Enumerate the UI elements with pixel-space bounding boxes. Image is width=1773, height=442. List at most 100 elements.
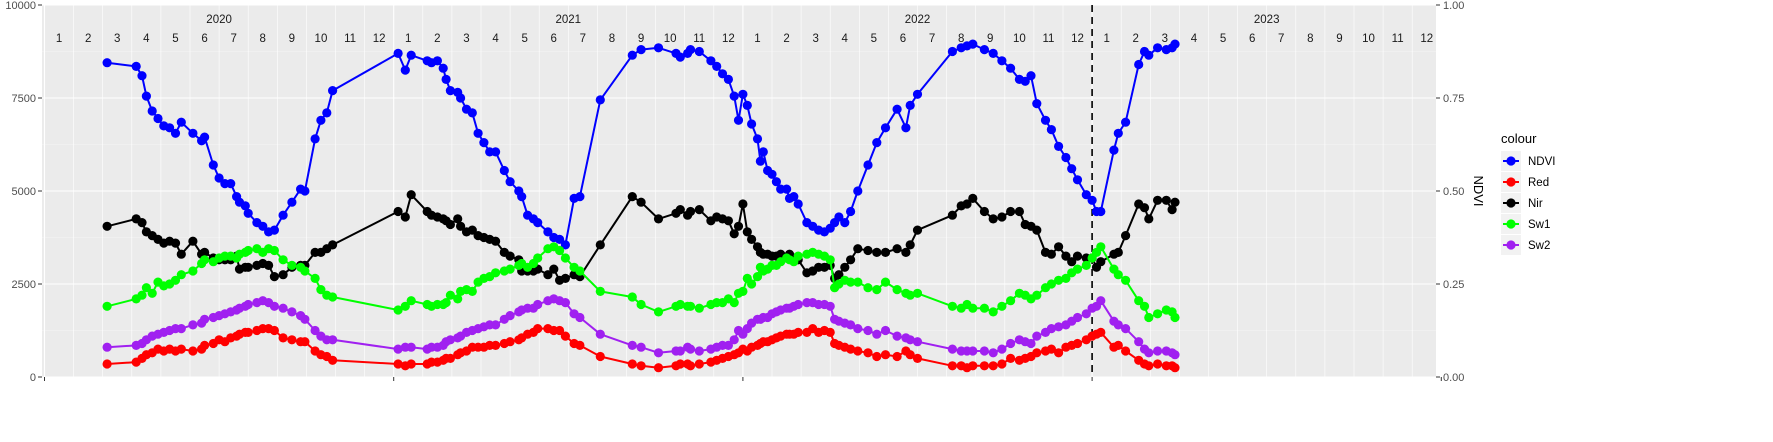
month-label: 10 [664,33,677,45]
month-label: 2 [85,33,91,45]
month-label: 2 [783,33,789,45]
data-point-ndvi [176,117,186,127]
month-label: 2 [1133,33,1139,45]
legend-key-point [1506,177,1516,187]
data-point-nir [905,240,915,250]
data-point-nir [176,249,186,259]
data-point-red [505,337,515,347]
series-nir [102,190,1180,285]
data-point-sw2 [979,346,990,356]
data-point-ndvi [141,91,151,101]
data-point-sw2 [793,299,803,310]
month-label: 11 [344,33,356,45]
data-point-nir [733,221,744,231]
data-point-ndvi [1134,59,1144,70]
data-point-ndvi [505,177,515,187]
month-label: 5 [871,33,877,45]
data-point-sw2 [947,344,958,354]
data-point-ndvi [137,71,147,81]
data-point-nir [742,227,752,237]
data-point-sw1 [892,285,902,295]
data-point-sw2 [560,298,571,308]
data-point-ndvi [627,50,637,60]
data-point-red [278,333,288,343]
data-point-nir [729,229,739,239]
data-point-ndvi [131,61,141,71]
data-point-sw1 [636,299,646,310]
data-point-sw2 [1054,322,1064,332]
legend-key-point [1506,156,1516,166]
data-point-sw1 [170,275,181,285]
y-axis-right: 0.00 0.25 0.50 0.75 1.00 [1436,0,1464,384]
data-point-red [1096,327,1106,337]
data-point-sw2 [675,346,685,356]
data-point-sw2 [328,335,338,345]
year-label: 2021 [556,14,582,26]
data-point-ndvi [269,225,279,235]
data-point-red [243,327,253,337]
data-point-sw1 [1081,260,1091,270]
y2-axis-title: NDVI [1471,175,1486,206]
month-label: 6 [900,33,906,45]
major-grid [42,4,1442,378]
month-label: 4 [143,33,150,45]
data-point-ndvi [1144,50,1154,60]
data-point-nir [988,214,998,224]
series-layer [102,39,1180,373]
data-point-ndvi [1096,206,1106,217]
data-point-sw1 [685,301,696,311]
data-point-nir [1121,231,1131,241]
data-point-nir [467,225,477,235]
data-point-sw2 [636,342,646,352]
data-point-sw2 [872,329,882,339]
data-point-ndvi [729,91,739,101]
data-point-sw2 [1026,338,1036,349]
data-point-nir [738,199,748,209]
data-point-ndvi [947,46,958,57]
data-point-ndvi [400,65,410,75]
data-point-nir [653,214,664,224]
data-point-sw1 [1006,296,1016,306]
legend-label: Red [1528,177,1549,189]
data-point-sw1 [1134,296,1144,306]
data-point-red [1170,363,1180,373]
data-point-ndvi [533,218,543,228]
data-point-nir [595,240,605,250]
data-point-ndvi [258,221,268,231]
month-label: 4 [492,33,499,45]
data-point-red [269,325,279,336]
data-point-sw1 [968,303,978,313]
data-point-red [176,344,186,354]
data-point-nir [962,199,972,209]
month-label: 1 [56,33,62,45]
data-point-ndvi [717,69,728,79]
legend-label: Sw2 [1528,240,1550,252]
data-point-sw1 [400,301,410,311]
data-point-sw2 [825,301,835,311]
data-point-sw1 [1113,270,1123,280]
legend: colour NDVI Red Nir Sw1 Sw2 [1501,131,1555,255]
data-point-ndvi [723,74,734,84]
data-point-sw1 [675,299,685,310]
data-point-ndvi [322,108,332,118]
data-point-ndvi [1006,63,1016,73]
legend-title: colour [1501,131,1537,146]
month-label: 8 [958,33,964,45]
data-point-red [102,359,112,369]
data-point-nir [947,210,958,220]
data-point-nir [636,197,646,207]
data-point-red [1072,338,1083,349]
month-label: 10 [1013,33,1026,45]
data-point-nir [102,221,112,231]
data-point-ndvi [316,115,326,125]
data-point-sw2 [406,342,416,352]
data-point-ndvi [445,86,455,96]
data-point-nir [328,240,338,250]
data-point-sw2 [102,342,112,352]
data-point-red [685,361,696,371]
data-point-nir [1046,249,1056,259]
data-point-ndvi [706,56,716,66]
data-point-red [1006,353,1016,363]
data-point-red [1054,348,1064,358]
data-point-ndvi [1087,195,1097,205]
